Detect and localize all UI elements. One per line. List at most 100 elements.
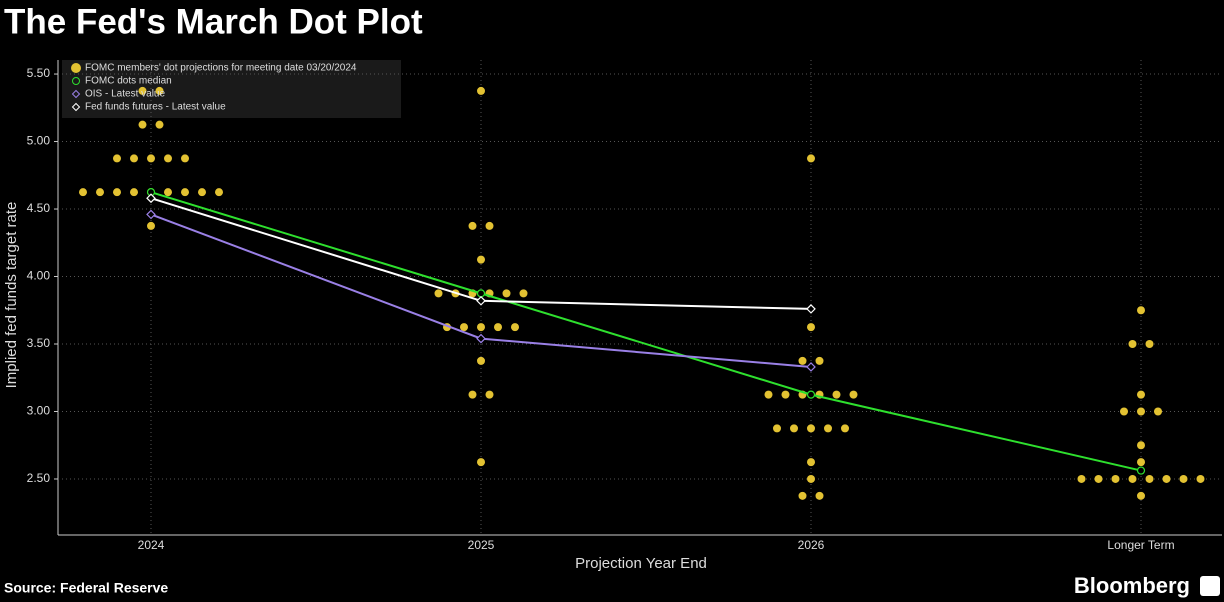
dot: [147, 221, 155, 230]
dot: [824, 424, 832, 433]
dot: [96, 188, 104, 197]
dot: [113, 188, 121, 197]
x-tick-label: 2026: [798, 538, 825, 552]
dot: [1128, 474, 1137, 483]
dot: [198, 188, 206, 197]
dot: [1196, 474, 1205, 483]
y-tick-label: 2.50: [27, 471, 51, 485]
dot: [764, 390, 773, 399]
dot: [494, 323, 502, 332]
dot: [832, 390, 841, 399]
dot: [815, 356, 824, 365]
dot: [798, 491, 807, 500]
dot: [164, 154, 172, 163]
dot: [1162, 474, 1171, 483]
dot: [477, 458, 485, 467]
dot: [164, 188, 172, 197]
x-tick-label: 2025: [468, 538, 495, 552]
series-marker: [806, 304, 816, 314]
series-marker: [476, 333, 486, 344]
legend-label: Fed funds futures - Latest value: [85, 102, 226, 113]
dot: [502, 289, 511, 298]
dot: [181, 188, 189, 197]
dot: [1128, 340, 1137, 349]
x-tick-label: Longer Term: [1107, 538, 1174, 552]
legend-label: FOMC members' dot projections for meetin…: [85, 63, 357, 74]
dot: [477, 86, 485, 95]
dot: [807, 474, 815, 483]
y-tick-label: 3.00: [27, 404, 51, 418]
legend-marker: [72, 77, 80, 85]
dot: [215, 188, 223, 197]
series-marker: [146, 209, 156, 220]
dot: [181, 154, 189, 163]
dot: [155, 86, 164, 95]
dot: [113, 154, 121, 163]
dot: [790, 424, 798, 433]
legend-marker: [71, 89, 81, 99]
dot: [807, 154, 815, 163]
legend-label: OIS - Latest value: [85, 89, 165, 100]
dot: [485, 390, 494, 399]
legend-label: FOMC dots median: [85, 76, 172, 87]
dot: [841, 424, 849, 433]
dot: [1120, 407, 1128, 416]
dot: [130, 188, 138, 197]
y-tick-label: 4.00: [27, 269, 51, 283]
dot: [477, 356, 485, 365]
y-tick-label: 3.50: [27, 336, 51, 350]
dot: [477, 323, 485, 332]
dot: [1154, 407, 1162, 416]
legend-marker: [71, 63, 81, 73]
dot: [849, 390, 858, 399]
brand-icon: [1200, 576, 1220, 596]
dot: [468, 390, 477, 399]
dot: [1137, 458, 1145, 467]
series-line: [150, 191, 1142, 472]
dot: [1179, 474, 1188, 483]
dot: [1145, 340, 1154, 349]
y-axis-title: Implied fed funds target rate: [3, 202, 20, 389]
dot: [138, 120, 147, 129]
series-marker: [806, 362, 816, 372]
dot: [147, 154, 155, 163]
dot: [1137, 491, 1145, 500]
x-tick-label: 2024: [138, 538, 165, 552]
dot: [1137, 306, 1145, 315]
dot: [1094, 474, 1103, 483]
dot: [79, 188, 87, 197]
dot: [1145, 474, 1154, 483]
series-marker: [146, 193, 156, 204]
dot: [807, 323, 815, 332]
dot: [1137, 407, 1145, 416]
brand: Bloomberg: [1074, 573, 1190, 598]
dot: [815, 491, 824, 500]
dot: [460, 323, 468, 332]
dot: [477, 255, 485, 264]
dot: [1137, 390, 1145, 399]
dot: [138, 86, 147, 95]
dot: [130, 154, 138, 163]
dot: [434, 289, 443, 298]
source: Source: Federal Reserve: [4, 580, 168, 596]
dot: [1137, 441, 1145, 450]
dot: [807, 424, 815, 433]
dot: [1111, 474, 1120, 483]
legend-marker: [71, 102, 81, 112]
dot: [1077, 474, 1086, 483]
x-axis-title: Projection Year End: [575, 555, 707, 572]
series-marker: [476, 295, 486, 306]
dot: [485, 221, 494, 230]
dot: [511, 323, 519, 332]
y-tick-label: 4.50: [27, 201, 51, 215]
dot: [781, 390, 790, 399]
legend-box: [62, 60, 401, 118]
dot: [798, 356, 807, 365]
y-tick-label: 5.50: [27, 66, 51, 80]
chart-title: The Fed's March Dot Plot: [4, 2, 423, 41]
series-marker: [1136, 466, 1146, 475]
dot: [807, 458, 815, 467]
dot: [773, 424, 781, 433]
y-tick-label: 5.00: [27, 134, 51, 148]
